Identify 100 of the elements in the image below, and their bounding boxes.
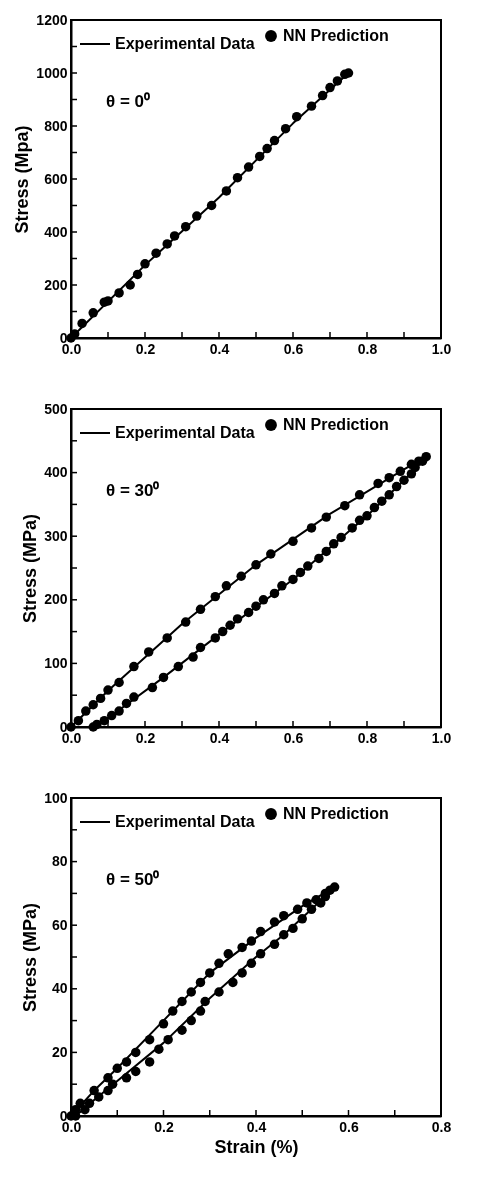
y-tick-label: 400 [44, 223, 68, 240]
point [269, 135, 280, 146]
legend-label: NN Prediction [283, 27, 389, 44]
point [195, 977, 206, 988]
point [254, 151, 265, 162]
point [88, 308, 98, 318]
point [151, 248, 161, 258]
point [228, 977, 238, 988]
point [205, 968, 215, 978]
x-tick-label: 0.4 [246, 1118, 267, 1135]
point [186, 1015, 196, 1026]
point [206, 200, 217, 211]
x-tick-label: 0.6 [283, 340, 304, 357]
y-tick-label: 1000 [36, 64, 68, 81]
point [80, 1104, 90, 1115]
point [237, 942, 247, 953]
legend-label: Experimental Data [115, 813, 255, 830]
point [112, 1063, 122, 1074]
point [169, 231, 180, 241]
x-tick-label: 0.2 [135, 729, 156, 746]
point [186, 987, 196, 997]
y-tick-label: 600 [44, 170, 68, 187]
legend-label: NN Prediction [283, 805, 389, 822]
point [200, 996, 210, 1007]
point [180, 221, 191, 232]
point [107, 1079, 118, 1089]
point [103, 1073, 113, 1083]
y-tick-label: 100 [44, 789, 68, 806]
point [288, 923, 298, 934]
point [103, 1085, 113, 1096]
y-tick-label: 40 [51, 980, 68, 997]
point [306, 101, 317, 111]
point [121, 1073, 132, 1083]
point [243, 162, 254, 172]
point [325, 82, 335, 93]
legend-label: Experimental Data [115, 35, 255, 52]
point [77, 318, 87, 329]
point [163, 1034, 173, 1045]
point [255, 926, 266, 937]
y-tick-label: 1200 [36, 11, 68, 28]
x-tick-label: 0.4 [209, 340, 230, 357]
y-tick-label: 200 [44, 591, 68, 608]
legend-label: NN Prediction [283, 416, 389, 433]
y-tick-label: 200 [44, 276, 68, 293]
point [177, 1025, 187, 1035]
x-tick-label: 1.0 [431, 729, 452, 746]
y-tick-label: 80 [51, 853, 68, 870]
x-tick-label: 0.8 [357, 340, 378, 357]
point [214, 987, 224, 997]
y-tick-label: 300 [44, 527, 68, 544]
point [177, 996, 187, 1007]
point [154, 1044, 164, 1054]
point [131, 1047, 141, 1058]
x-tick-label: 0.6 [339, 1118, 359, 1135]
point [279, 910, 289, 921]
legend-label: Experimental Data [115, 424, 255, 441]
annotation: θ = 0⁰ [106, 92, 151, 111]
y-axis-title: Stress (MPa) [20, 513, 41, 624]
y-axis-title: Stress (Mpa) [12, 125, 33, 234]
y-tick-label: 500 [44, 400, 68, 417]
point [269, 917, 280, 927]
y-tick-label: 60 [51, 916, 68, 933]
point [94, 1092, 104, 1102]
point [158, 1019, 169, 1029]
point [168, 1006, 178, 1016]
point [131, 1066, 141, 1077]
point [262, 143, 272, 154]
x-tick-label: 0.2 [135, 340, 156, 357]
x-tick-label: 0.6 [283, 729, 304, 746]
point [246, 936, 257, 946]
point [237, 968, 247, 978]
point [332, 76, 343, 86]
point [280, 123, 291, 134]
y-tick-label: 400 [44, 464, 68, 481]
point [140, 259, 150, 269]
x-tick-label: 0.4 [209, 729, 230, 746]
point [306, 904, 317, 915]
point [232, 172, 243, 183]
point [246, 958, 257, 969]
point [291, 111, 302, 122]
point [84, 1098, 95, 1109]
point [316, 898, 326, 908]
point [132, 269, 143, 280]
point [279, 930, 289, 940]
point [297, 914, 307, 924]
x-tick-label: 1.0 [431, 340, 452, 357]
point [317, 90, 328, 101]
y-axis-title: Stress (MPa) [20, 902, 41, 1013]
point [144, 1034, 155, 1045]
y-tick-label: 800 [44, 117, 68, 134]
point [223, 949, 233, 959]
y-tick-label: 100 [44, 654, 68, 671]
point [325, 885, 335, 895]
annotation: θ = 30⁰ [106, 481, 160, 500]
point [255, 949, 266, 959]
point [195, 1006, 206, 1016]
x-axis-title: Strain (%) [214, 1136, 299, 1157]
x-tick-label: 0.8 [357, 729, 378, 746]
x-tick-label: 0.8 [431, 1118, 452, 1135]
point [121, 1057, 132, 1067]
